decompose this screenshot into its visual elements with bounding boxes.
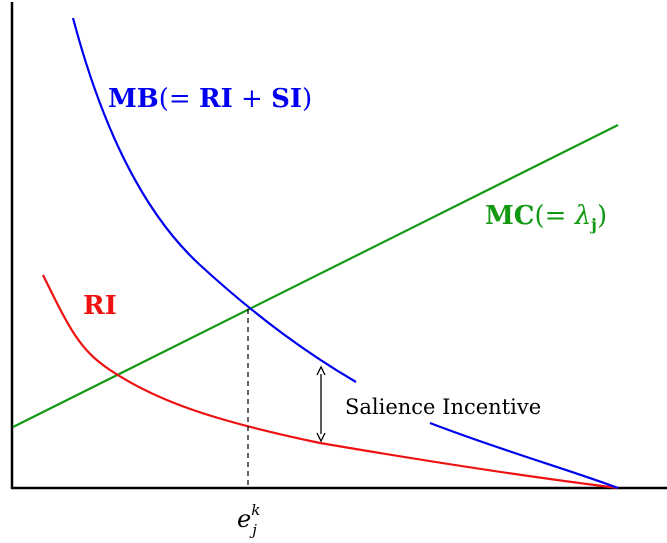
mb-label-ri: RI bbox=[199, 84, 233, 114]
mb-curve-lower bbox=[429, 421, 619, 490]
mb-curve bbox=[71, 17, 357, 383]
mc-label: MC(= λj) bbox=[485, 201, 607, 234]
mb-label: MB(= RI + SI) bbox=[108, 84, 312, 114]
x-tick-label: ek j bbox=[237, 501, 260, 539]
salience-arrow-head-bottom bbox=[316, 432, 326, 443]
mb-label-plus: + bbox=[233, 84, 271, 114]
mb-label-main: MB bbox=[108, 84, 159, 114]
mb-label-si: SI bbox=[271, 84, 302, 114]
mb-label-paren: (= bbox=[159, 84, 199, 114]
mc-label-close: ) bbox=[597, 201, 607, 231]
salience-incentive-label: Salience Incentive bbox=[345, 395, 541, 419]
ri-label: RI bbox=[83, 291, 117, 321]
mc-label-lambda: λ bbox=[574, 201, 591, 231]
x-tick-sub: j bbox=[249, 521, 257, 539]
mc-label-main: MC bbox=[485, 201, 534, 231]
mc-line bbox=[12, 124, 619, 428]
mc-label-paren: (= bbox=[534, 201, 574, 231]
ri-curve bbox=[42, 274, 619, 490]
mb-label-close: ) bbox=[302, 84, 312, 114]
salience-arrow-head-top bbox=[316, 365, 326, 376]
x-tick-base: e bbox=[237, 505, 251, 533]
x-tick-sup: k bbox=[251, 501, 260, 519]
mc-label-sub: j bbox=[589, 215, 597, 234]
